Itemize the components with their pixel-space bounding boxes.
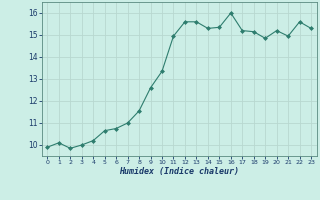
X-axis label: Humidex (Indice chaleur): Humidex (Indice chaleur) xyxy=(119,167,239,176)
